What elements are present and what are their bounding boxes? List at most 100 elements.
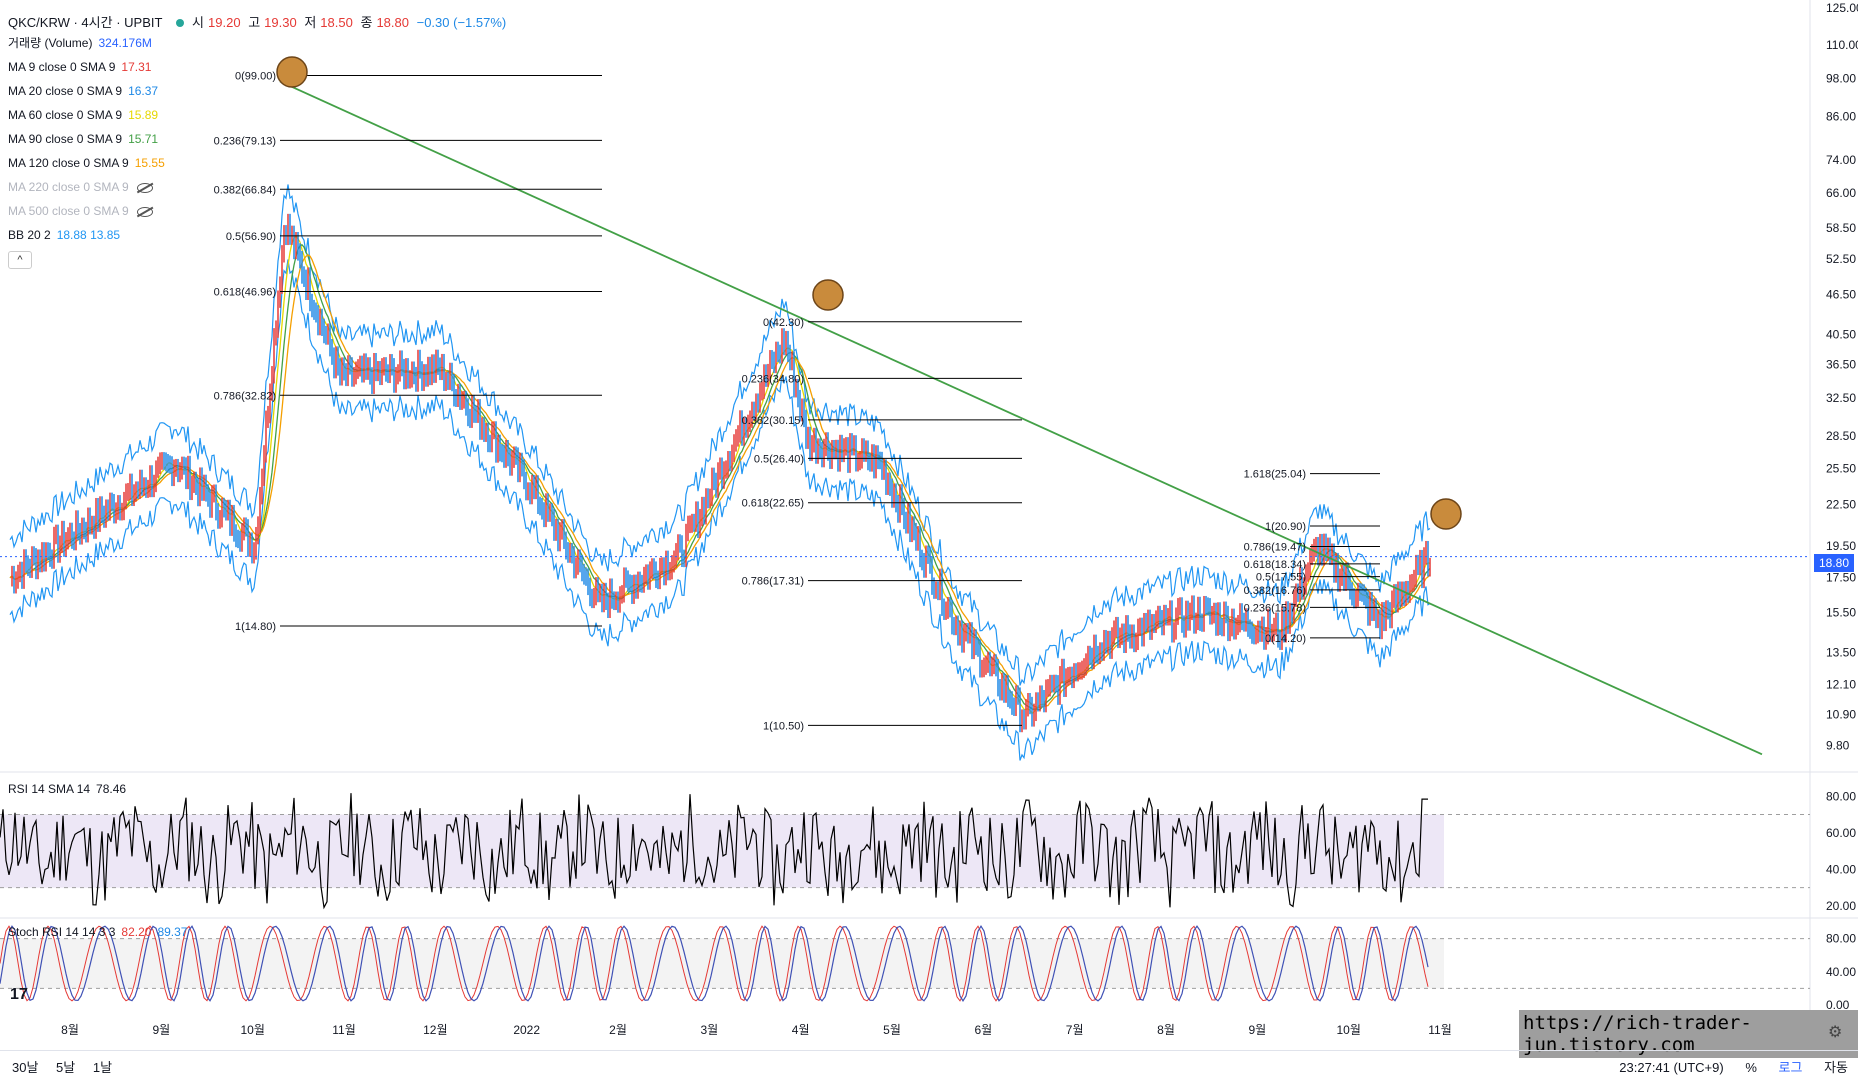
y-tick-label: 74.00 [1826,153,1856,167]
x-tick-label: 5월 [883,1023,901,1037]
last-price-tag: 18.80 [1814,554,1855,572]
stoch-tick-label: 80.00 [1826,932,1856,946]
x-tick-label: 7월 [1066,1023,1084,1037]
rsi-tick-label: 20.00 [1826,899,1856,913]
legend-label: MA 60 close 0 SMA 9 [8,108,123,122]
legend-item[interactable]: BB 20 2 18.88 13.85 [8,228,120,242]
fib-level-label: 0.5(26.40) [754,453,804,465]
y-tick-label: 98.00 [1826,71,1856,85]
legend-item[interactable]: MA 60 close 0 SMA 9 15.89 [8,108,158,122]
rsi-line [0,793,1428,910]
fib-level-label: 1(14.80) [235,621,276,633]
fib-level-label: 0.382(66.84) [214,184,276,196]
stoch-legend[interactable]: Stoch RSI 14 14 3 3 82.20 89.37 [8,925,188,939]
legend-item[interactable]: 거래량 (Volume) 324.176M [8,36,152,50]
legend-label: MA 20 close 0 SMA 9 [8,84,123,98]
fib-level-label: 0.236(34.80) [742,373,804,385]
y-tick-label: 46.50 [1826,287,1856,301]
rsi-tick-label: 80.00 [1826,789,1856,803]
rsi-legend[interactable]: RSI 14 SMA 14 78.46 [8,782,127,796]
eye-off-icon[interactable] [136,182,153,193]
rsi-tick-label: 40.00 [1826,862,1856,876]
fib-level-label: 0.236(79.13) [214,135,276,147]
y-tick-label: 9.80 [1826,738,1850,752]
rsi-tick-label: 60.00 [1826,826,1856,840]
bear-mascot-icon [1430,498,1462,530]
legend-value: 18.88 13.85 [56,228,121,242]
bollinger-upper [9,184,1431,686]
tradingview-logo[interactable]: 17 [10,986,28,1003]
y-tick-label: 58.50 [1826,221,1856,235]
legend-item[interactable]: MA 90 close 0 SMA 9 15.71 [8,132,158,146]
close-value: 18.80 [376,15,409,30]
y-tick-label: 125.00 [1826,1,1858,15]
x-tick-label: 2022 [513,1023,540,1037]
market-status-icon [176,19,185,28]
x-tick-label: 8월 [1157,1023,1175,1037]
bear-mascot-icon [276,56,308,88]
y-tick-label: 110.00 [1826,38,1858,52]
open-value: 19.20 [208,15,241,30]
symbol-title[interactable]: QKC/KRW · 4시간 · UPBIT [8,15,163,30]
symbol-header: QKC/KRW · 4시간 · UPBIT 시 19.20 고 19.30 저 18.… [8,15,507,30]
auto-button[interactable]: 자동 [1824,1060,1848,1075]
y-tick-label: 28.50 [1826,429,1856,443]
high-value: 19.30 [264,15,297,30]
legend-label: BB 20 2 [8,228,51,242]
legend-item[interactable]: MA 120 close 0 SMA 9 15.55 [8,156,165,170]
fib-level-label: 1(10.50) [763,720,804,732]
fib-level-label: 0(14.20) [1265,633,1306,645]
fib-level-label: 0.236(15.78) [1244,602,1306,614]
legend-label: 거래량 (Volume) [8,36,93,50]
fib-level-label: 0(42.30) [763,317,804,329]
legend-value: 15.55 [134,156,165,170]
x-tick-label: 9월 [152,1023,170,1037]
trendline [279,80,1763,756]
y-tick-label: 52.50 [1826,252,1856,266]
change-value: −0.30 (−1.57%) [416,15,507,30]
x-tick-label: 8월 [61,1023,79,1037]
footer-bar: 30날 5날 1날 23:27:41 (UTC+9) % 로그 자동 [0,1050,1858,1080]
y-tick-label: 17.50 [1826,570,1856,584]
fib-level-label: 0.382(16.76) [1244,585,1306,597]
ma120-line [9,254,1431,709]
x-tick-label: 4월 [792,1023,810,1037]
range-1d-button[interactable]: 1날 [92,1060,113,1075]
fib-level-label: 0.382(30.15) [742,415,804,427]
fib-level-label: 0.5(56.90) [226,231,276,243]
stoch-k-line [0,925,1429,1002]
fib-level-label: 0.618(22.65) [742,498,804,510]
fib-level-label: 0.786(32.82) [214,390,276,402]
y-tick-label: 12.10 [1826,677,1856,691]
stoch-d-line [0,925,1429,1002]
eye-off-icon[interactable] [136,206,153,217]
legend-item[interactable]: MA 500 close 0 SMA 9 [8,204,153,218]
x-tick-label: 3월 [700,1023,718,1037]
y-tick-label: 25.50 [1826,461,1856,475]
percent-button[interactable]: % [1745,1060,1757,1075]
footer-right: 23:27:41 (UTC+9) % 로그 자동 [1601,1057,1848,1076]
legend-label: MA 500 close 0 SMA 9 [8,204,129,218]
legend-collapse-button[interactable]: ^ [8,251,32,269]
legend-label: MA 90 close 0 SMA 9 [8,132,123,146]
y-tick-label: 86.00 [1826,109,1856,123]
legend-label: MA 220 close 0 SMA 9 [8,180,129,194]
legend-item[interactable]: MA 20 close 0 SMA 9 16.37 [8,84,158,98]
y-tick-label: 66.00 [1826,186,1856,200]
x-tick-label: 9월 [1248,1023,1266,1037]
log-button[interactable]: 로그 [1778,1060,1803,1075]
fib-level-label: 1(20.90) [1265,521,1306,533]
legend-value: 15.71 [128,132,159,146]
legend-label: MA 9 close 0 SMA 9 [8,60,116,74]
legend-item[interactable]: MA 220 close 0 SMA 9 [8,180,153,194]
legend-value: 17.31 [121,60,152,74]
stoch-tick-label: 40.00 [1826,965,1856,979]
range-30d-button[interactable]: 30날 [12,1060,39,1075]
fib-level-label: 0.786(19.47) [1244,542,1306,554]
legend-item[interactable]: MA 9 close 0 SMA 9 17.31 [8,60,151,74]
gear-icon[interactable]: ⚙ [1828,1024,1843,1041]
x-tick-label: 2월 [609,1023,627,1037]
range-5d-button[interactable]: 5날 [56,1060,76,1075]
x-tick-label: 6월 [974,1023,992,1037]
